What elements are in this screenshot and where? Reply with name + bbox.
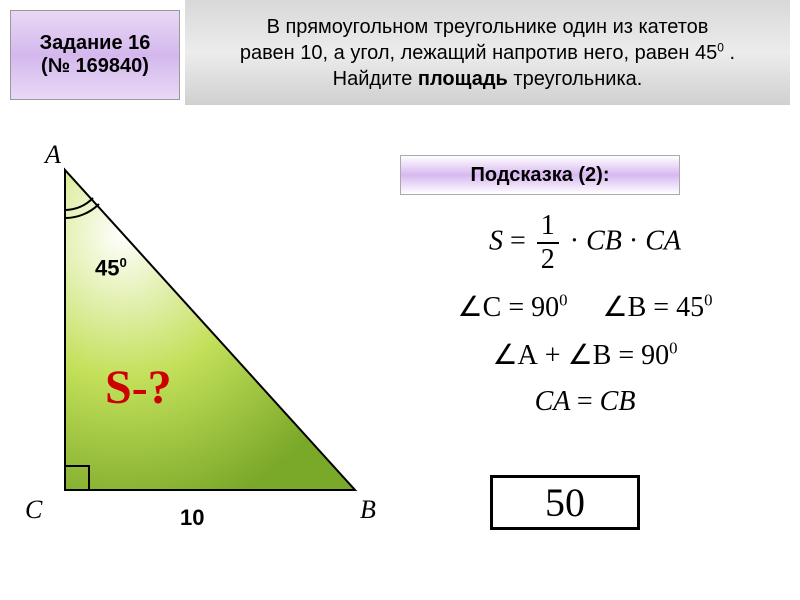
formula-block: S = 1 2 · CB · CA ∠C = 900 ∠B = 450 ∠A +… xyxy=(420,210,750,432)
formula-angle-sum: ∠A + ∠B = 900 xyxy=(420,338,750,372)
f1-dot1: · xyxy=(570,225,579,256)
area-question-label: S-? xyxy=(105,360,172,415)
f1-cb: CB xyxy=(586,225,622,256)
f3-90: 900 xyxy=(641,340,677,371)
f3-angA: ∠A xyxy=(492,340,537,371)
fraction-half: 1 2 xyxy=(537,210,559,276)
triangle-shape xyxy=(65,170,355,490)
frac-num: 1 xyxy=(537,210,559,244)
f1-dot2: · xyxy=(629,225,638,256)
f2-angB: ∠B xyxy=(603,292,647,323)
f2-angC: ∠C xyxy=(458,292,502,323)
formula-angles-cb: ∠C = 900 ∠B = 450 xyxy=(420,290,750,324)
answer-value: 50 xyxy=(545,479,585,526)
answer-box: 50 xyxy=(490,475,640,530)
problem-text: В прямоугольном треугольнике один из кат… xyxy=(205,14,770,92)
f2-90: 900 xyxy=(531,292,567,323)
vertex-b-label: B xyxy=(360,495,376,525)
formula-area-eq: S = 1 2 · CB · CA xyxy=(420,210,750,276)
f2-gap xyxy=(575,292,596,323)
f2-45: 450 xyxy=(676,292,712,323)
f3-eq: = xyxy=(618,340,634,371)
hint-badge: Подсказка (2): xyxy=(400,155,680,195)
problem-statement: В прямоугольном треугольнике один из кат… xyxy=(185,0,790,105)
triangle-figure: A C B 10 450 S-? xyxy=(25,140,405,530)
f4-cb: CB xyxy=(600,386,636,417)
f3-angB: ∠B xyxy=(568,340,612,371)
vertex-a-label: A xyxy=(45,140,61,170)
task-line1: Задание 16 xyxy=(40,32,151,55)
f1-lhs: S xyxy=(489,225,503,256)
formula-legs-equal: CA = CB xyxy=(420,386,750,418)
side-cb-label: 10 xyxy=(180,505,204,531)
f1-eq: = xyxy=(510,225,526,256)
f1-ca: CA xyxy=(645,225,681,256)
task-line2: (№ 169840) xyxy=(41,55,149,78)
angle-a-label: 450 xyxy=(95,255,127,281)
triangle-svg xyxy=(25,140,405,530)
f2-eq2: = xyxy=(653,292,669,323)
f3-plus: + xyxy=(545,340,561,371)
f2-eq1: = xyxy=(508,292,524,323)
f4-eq: = xyxy=(577,386,593,417)
task-badge: Задание 16 (№ 169840) xyxy=(10,10,180,100)
hint-label: Подсказка (2): xyxy=(471,164,610,187)
frac-den: 2 xyxy=(537,244,559,276)
vertex-c-label: C xyxy=(25,495,42,525)
f4-ca: CA xyxy=(535,386,570,417)
